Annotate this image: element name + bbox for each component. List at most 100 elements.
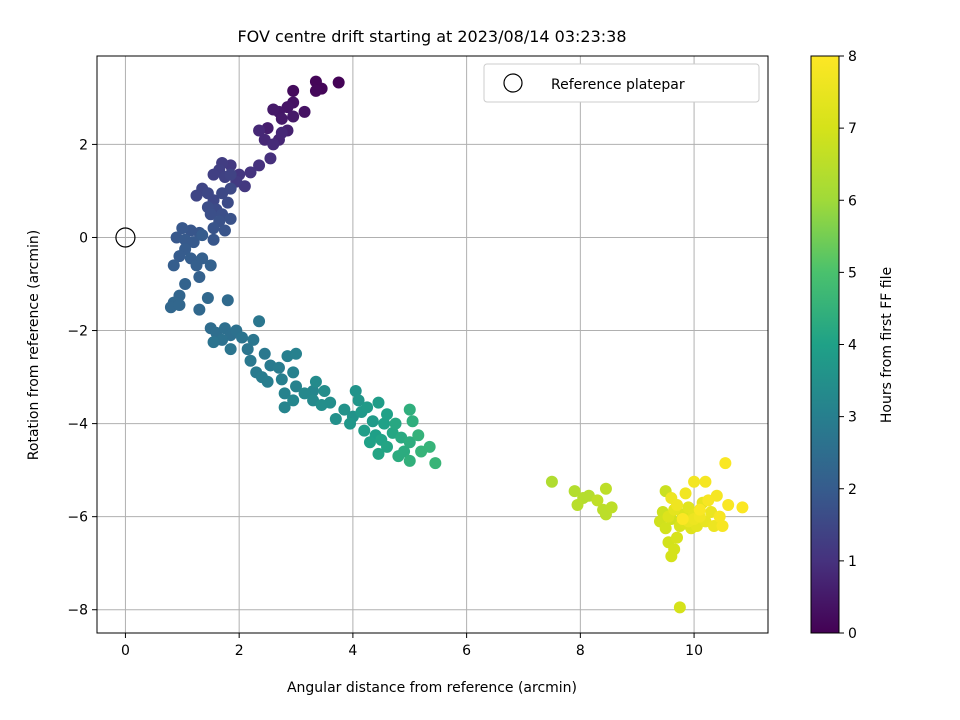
data-point — [699, 475, 712, 488]
data-point — [253, 124, 266, 137]
data-point — [423, 440, 436, 453]
data-point — [221, 294, 234, 307]
data-point — [204, 208, 217, 221]
data-point — [372, 396, 385, 409]
data-point — [591, 494, 604, 507]
data-point — [671, 499, 684, 512]
colorbar-tick-label: 4 — [848, 338, 857, 354]
data-point — [372, 447, 385, 460]
data-point — [258, 347, 271, 360]
data-point — [338, 403, 351, 416]
data-point — [298, 105, 311, 118]
data-point — [204, 259, 217, 272]
data-point — [207, 233, 220, 246]
colorbar-gradient — [810, 55, 840, 634]
chart-title: FOV centre drift starting at 2023/08/14 … — [237, 27, 626, 46]
data-point — [267, 138, 280, 151]
data-point — [329, 412, 342, 425]
data-point — [668, 543, 681, 556]
legend-reference-label: Reference platepar — [551, 77, 685, 93]
data-point — [693, 503, 706, 516]
data-point — [264, 152, 277, 165]
data-point — [315, 398, 328, 411]
data-point — [719, 457, 732, 470]
data-point — [187, 236, 200, 249]
data-point — [406, 415, 419, 428]
data-point — [605, 501, 618, 514]
data-point — [190, 189, 203, 202]
data-point — [224, 182, 237, 195]
data-point — [389, 417, 402, 430]
data-point — [403, 403, 416, 416]
data-point — [207, 222, 220, 235]
data-point — [736, 501, 749, 514]
reference-layer — [115, 227, 136, 248]
y-tick-label: −8 — [67, 603, 88, 619]
data-point — [196, 229, 209, 242]
data-point — [332, 76, 345, 89]
data-point — [236, 331, 249, 344]
data-point — [173, 250, 186, 263]
data-point — [568, 485, 581, 498]
data-point — [287, 84, 300, 97]
colorbar-tick-label: 5 — [848, 265, 857, 281]
data-point — [287, 394, 300, 407]
data-point — [267, 103, 280, 116]
data-point — [403, 436, 416, 449]
data-point — [244, 166, 257, 179]
data-point — [671, 531, 684, 544]
x-axis-ticks: 0 2 4 6 8 10 — [121, 633, 703, 659]
x-tick-label: 4 — [348, 643, 357, 659]
data-point — [179, 278, 192, 291]
plot-frame — [96, 55, 769, 634]
data-point — [361, 401, 374, 414]
data-point — [309, 375, 322, 388]
data-point — [381, 408, 394, 421]
colorbar-ticks: 0 1 2 3 4 5 6 7 8 — [839, 49, 857, 642]
legend: Reference platepar — [483, 63, 760, 103]
data-point — [707, 519, 720, 532]
legend-reference-marker — [503, 73, 523, 93]
data-point — [571, 499, 584, 512]
data-point — [344, 417, 357, 430]
y-tick-label: −4 — [67, 417, 88, 433]
data-point — [412, 429, 425, 442]
legend-box — [483, 63, 760, 103]
data-point — [167, 259, 180, 272]
data-point — [290, 347, 303, 360]
data-point — [244, 354, 257, 367]
data-point — [287, 366, 300, 379]
data-point — [713, 510, 726, 523]
data-point — [201, 291, 214, 304]
data-point — [224, 168, 237, 181]
data-point — [278, 401, 291, 414]
data-point — [221, 196, 234, 209]
colorbar-tick-label: 8 — [848, 49, 857, 65]
data-point — [173, 298, 186, 311]
x-tick-label: 8 — [576, 643, 585, 659]
data-point — [241, 343, 254, 356]
data-point — [253, 315, 266, 328]
data-point — [207, 168, 220, 181]
data-point — [290, 380, 303, 393]
data-point — [676, 512, 689, 525]
x-tick-label: 0 — [121, 643, 130, 659]
y-tick-label: 2 — [79, 137, 88, 153]
data-point — [429, 457, 442, 470]
y-axis-label: Rotation from reference (arcmin) — [26, 230, 42, 460]
data-point — [358, 424, 371, 437]
data-point — [193, 271, 206, 284]
colorbar-tick-label: 6 — [848, 193, 857, 209]
data-point — [176, 222, 189, 235]
colorbar-tick-label: 2 — [848, 482, 857, 498]
colorbar: 0 1 2 3 4 5 6 7 8 Hours from first FF file — [810, 49, 895, 642]
data-point — [318, 385, 331, 398]
points-layer — [164, 75, 749, 614]
data-point — [298, 387, 311, 400]
data-point — [275, 112, 288, 125]
data-point — [196, 252, 209, 265]
data-point — [688, 475, 701, 488]
data-point — [366, 415, 379, 428]
data-point — [278, 387, 291, 400]
